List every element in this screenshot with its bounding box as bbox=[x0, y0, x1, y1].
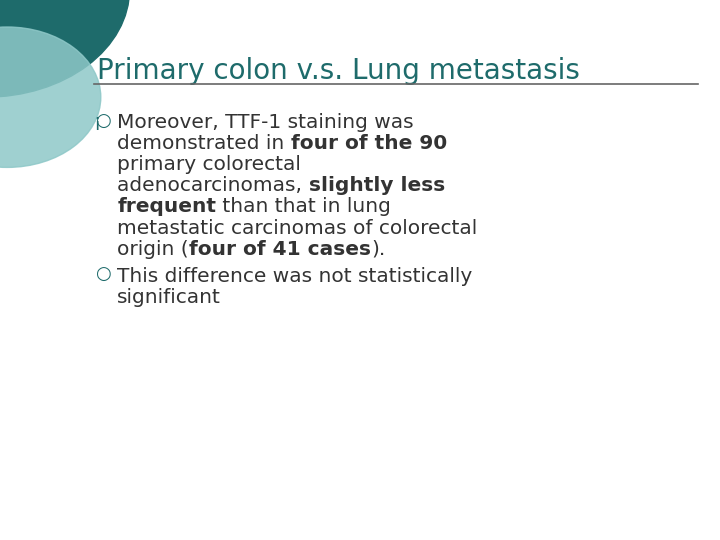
Text: than that in lung: than that in lung bbox=[216, 198, 391, 217]
Text: ¡: ¡ bbox=[94, 113, 101, 131]
Text: primary colorectal: primary colorectal bbox=[117, 156, 301, 174]
Text: significant: significant bbox=[117, 288, 221, 307]
Text: Moreover, TTF-1 staining was: Moreover, TTF-1 staining was bbox=[117, 113, 414, 132]
Text: metastatic carcinomas of colorectal: metastatic carcinomas of colorectal bbox=[117, 219, 477, 238]
Circle shape bbox=[0, 27, 101, 167]
Text: Primary colon v.s. Lung metastasis: Primary colon v.s. Lung metastasis bbox=[97, 57, 580, 85]
Text: ).: ). bbox=[371, 240, 385, 259]
Text: adenocarcinomas,: adenocarcinomas, bbox=[117, 177, 309, 195]
Text: frequent: frequent bbox=[117, 198, 217, 217]
Circle shape bbox=[0, 0, 130, 97]
Text: slightly less: slightly less bbox=[309, 177, 445, 195]
Text: ○: ○ bbox=[95, 112, 111, 130]
Text: four of the 90: four of the 90 bbox=[291, 134, 447, 153]
Text: demonstrated in: demonstrated in bbox=[117, 134, 291, 153]
Text: four of 41 cases: four of 41 cases bbox=[189, 240, 371, 259]
Text: origin (: origin ( bbox=[117, 240, 189, 259]
Text: ○: ○ bbox=[95, 265, 111, 284]
Text: This difference was not statistically: This difference was not statistically bbox=[117, 267, 472, 286]
